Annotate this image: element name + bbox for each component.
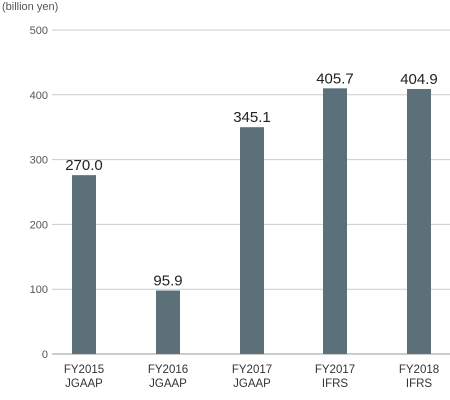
x-tick-sublabel: JGAAP (233, 378, 271, 390)
data-label: 270.0 (65, 157, 103, 174)
x-tick-label: FY2018 (399, 364, 439, 376)
y-tick-label: 300 (30, 155, 48, 167)
data-label: 404.9 (400, 71, 438, 88)
y-tick-label: 400 (30, 90, 48, 102)
data-label: 405.7 (316, 70, 354, 87)
y-tick-label: 0 (42, 349, 48, 361)
x-tick-sublabel: IFRS (322, 378, 349, 390)
x-tick-label: FY2016 (148, 364, 188, 376)
data-label: 345.1 (233, 109, 271, 126)
data-label: 95.9 (153, 272, 182, 289)
bar (323, 88, 347, 354)
x-tick-label: FY2017 (232, 364, 272, 376)
bar (407, 88, 431, 354)
x-tick-label: FY2017 (315, 364, 355, 376)
x-tick-sublabel: JGAAP (65, 378, 103, 390)
y-tick-label: 100 (30, 284, 48, 296)
y-tick-label: 200 (30, 219, 48, 231)
bar (72, 175, 96, 354)
x-tick-sublabel: IFRS (406, 378, 433, 390)
x-tick-label: FY2015 (64, 364, 104, 376)
x-tick-sublabel: JGAAP (149, 378, 187, 390)
y-tick-label: 500 (30, 25, 48, 37)
bar (156, 290, 180, 354)
y-axis-unit-label: (billion yen) (2, 1, 59, 13)
bar (240, 127, 264, 354)
